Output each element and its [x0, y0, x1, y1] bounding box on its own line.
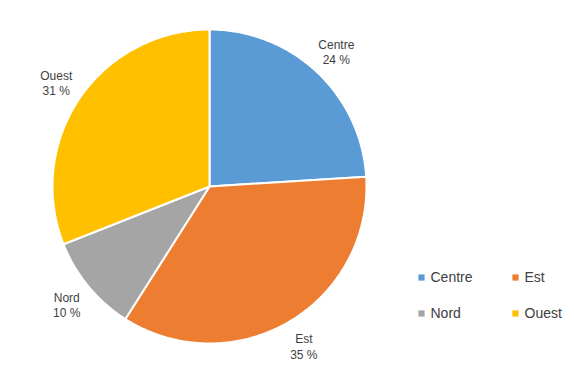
svg-text:Centre24 %: Centre24 % — [318, 38, 354, 68]
svg-text:Est: Est — [525, 269, 545, 285]
svg-text:Nord10 %: Nord10 % — [53, 291, 81, 321]
svg-text:Est35 %: Est35 % — [290, 332, 318, 362]
svg-text:Ouest31 %: Ouest31 % — [40, 69, 73, 99]
svg-text:Ouest: Ouest — [525, 305, 562, 321]
svg-text:Centre: Centre — [431, 269, 473, 285]
svg-text:Nord: Nord — [431, 305, 461, 321]
